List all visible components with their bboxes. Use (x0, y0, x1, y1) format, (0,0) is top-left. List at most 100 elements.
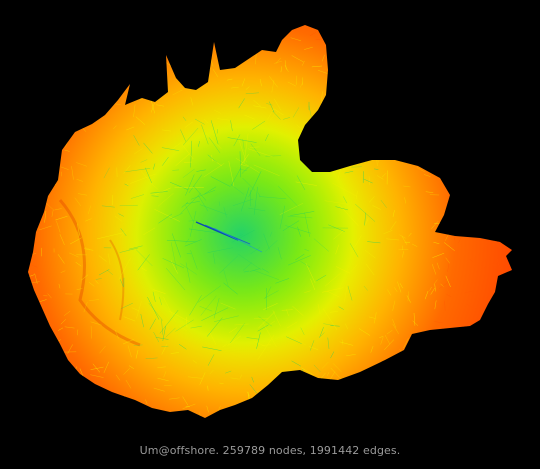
graph-edge (163, 371, 167, 378)
graph-edge (351, 166, 362, 168)
graph-edge (235, 157, 260, 173)
graph-edge (182, 396, 189, 406)
graph-edge (344, 170, 354, 174)
graph-edge (172, 89, 183, 96)
graph-edge (321, 54, 325, 62)
graph-edge (330, 325, 340, 327)
graph-edge (257, 334, 275, 360)
graph-edge (241, 78, 246, 87)
graph-edge (79, 368, 84, 377)
graph-edge (63, 310, 71, 316)
graph-edge (305, 263, 316, 284)
graph-edge (150, 191, 168, 194)
graph-edge (90, 374, 104, 378)
graph-edge (330, 367, 340, 378)
graph-edge (335, 266, 351, 274)
graph-edge (71, 166, 74, 180)
graph-edge (113, 125, 117, 130)
graph-edge (153, 387, 165, 392)
graph-edge (403, 337, 409, 349)
graph-edge (161, 156, 169, 166)
graph-edge (159, 296, 162, 306)
graph-edge (380, 199, 387, 208)
graph-edge (172, 169, 180, 171)
graph-edge (434, 300, 437, 310)
graph-edge (175, 153, 190, 166)
graph-edge (171, 233, 182, 258)
graph-edge (364, 212, 366, 226)
graph-edge (210, 176, 231, 187)
graph-edge (370, 346, 374, 353)
graph-edge (327, 337, 330, 349)
graph-edge (95, 278, 102, 280)
graph-edge (56, 220, 61, 233)
graph-edge (115, 374, 121, 381)
graph-edge (185, 316, 188, 328)
graph-edge (128, 245, 143, 250)
graph-edge (128, 365, 135, 370)
graph-edge (231, 229, 255, 243)
graph-edge (96, 232, 124, 240)
graph-edge (365, 263, 375, 276)
graph-edge (392, 300, 396, 311)
graph-edge (205, 132, 222, 149)
graph-edge (304, 212, 310, 237)
graph-edge (92, 363, 100, 373)
graph-edge (212, 68, 219, 77)
graph-edge (241, 165, 250, 174)
graph-edge (311, 65, 322, 68)
graph-edge (403, 185, 411, 188)
graph-edge (185, 200, 200, 205)
graph-edge (214, 315, 239, 322)
graph-edge (494, 240, 502, 250)
graph-edge (227, 335, 241, 346)
graph-edge (216, 118, 230, 121)
graph-edge (372, 205, 382, 210)
graph-edge (433, 279, 438, 285)
graph-edge (444, 300, 446, 311)
graph-edge (324, 200, 349, 205)
graph-edge (207, 247, 233, 253)
graph-edge (190, 250, 198, 270)
graph-edge (445, 275, 451, 288)
graph-edge (286, 321, 298, 329)
graph-edge (300, 327, 305, 336)
graph-edge (243, 133, 249, 164)
graph-edge (69, 252, 79, 258)
graph-edge (199, 305, 213, 312)
graph-edge (130, 194, 145, 199)
graph-edge (95, 280, 99, 284)
graph-edge (168, 310, 190, 322)
graph-edge (145, 357, 158, 360)
graph-edge (85, 218, 92, 222)
graph-edge (101, 205, 115, 208)
graph-edge (111, 195, 113, 206)
graph-edge (88, 282, 95, 287)
graph-edge (337, 169, 341, 180)
graph-edge (108, 253, 111, 265)
graph-edge (207, 385, 209, 391)
graph-edge (413, 312, 416, 326)
graph-edge (248, 207, 266, 212)
graph-edge (326, 290, 340, 298)
graph-edge (250, 143, 261, 157)
graph-edge (408, 232, 412, 237)
graph-edge (363, 178, 373, 184)
graph-edge (151, 195, 159, 197)
graph-edge (170, 242, 177, 270)
graph-edge (347, 285, 353, 301)
graph-edge (170, 212, 183, 220)
graph-edge (47, 293, 52, 299)
graph-edge (209, 332, 217, 345)
graph-edge (230, 120, 233, 132)
graph-edge (152, 163, 156, 170)
graph-edge (252, 120, 266, 130)
graph-edge (333, 229, 345, 240)
graph-edge (284, 60, 287, 70)
graph-edge (184, 239, 202, 247)
graph-edge (182, 116, 187, 121)
graph-edge (182, 168, 195, 178)
graph-edge (157, 366, 166, 369)
graph-edge (89, 299, 100, 301)
graph-edge (296, 124, 302, 129)
